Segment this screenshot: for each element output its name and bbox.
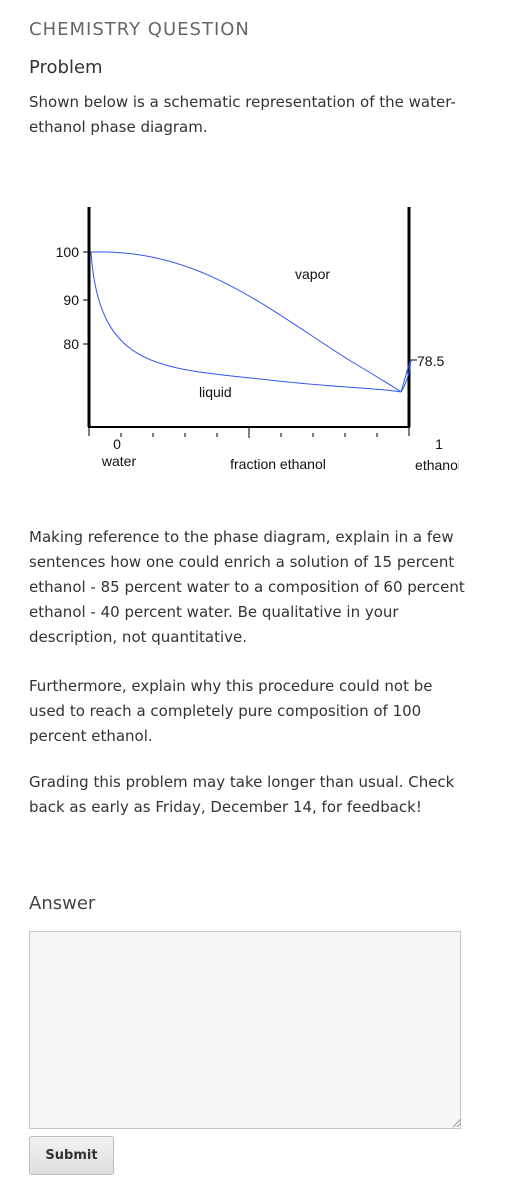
bubble-point-curve <box>90 251 402 393</box>
section-title: CHEMISTRY QUESTION <box>29 19 250 40</box>
x-left-label: water <box>101 453 137 469</box>
azeotrope-curve-upper <box>400 359 412 393</box>
x-axis-label: fraction ethanol <box>230 456 326 472</box>
answer-heading: Answer <box>29 893 96 914</box>
azeotrope-curve-lower <box>400 359 412 393</box>
problem-intro: Shown below is a schematic representatio… <box>29 93 456 136</box>
instruction-paragraph-1: Making reference to the phase diagram, e… <box>29 528 465 646</box>
y-tick-100: 100 <box>56 244 80 260</box>
x-right-value: 1 <box>435 436 443 452</box>
x-right-label: ethanol <box>415 457 459 473</box>
region-liquid-label: liquid <box>199 384 232 400</box>
region-vapor-label: vapor <box>295 266 330 282</box>
phase-diagram: 100 90 80 78.5 vapor liquid 0 water <box>56 207 459 473</box>
y-tick-80: 80 <box>63 336 79 352</box>
x-ticks <box>88 427 410 438</box>
instruction-paragraph-2: Furthermore, explain why this procedure … <box>29 677 433 745</box>
problem-heading: Problem <box>29 57 103 78</box>
submit-button[interactable]: Submit <box>29 1136 114 1175</box>
azeotrope-label: 78.5 <box>417 353 444 369</box>
answer-textarea[interactable] <box>29 931 461 1129</box>
resize-grip-icon[interactable] <box>451 1117 461 1127</box>
y-tick-90: 90 <box>63 292 79 308</box>
x-left-value: 0 <box>113 436 121 452</box>
grading-notice: Grading this problem may take longer tha… <box>29 773 455 816</box>
dew-point-curve <box>90 251 402 393</box>
